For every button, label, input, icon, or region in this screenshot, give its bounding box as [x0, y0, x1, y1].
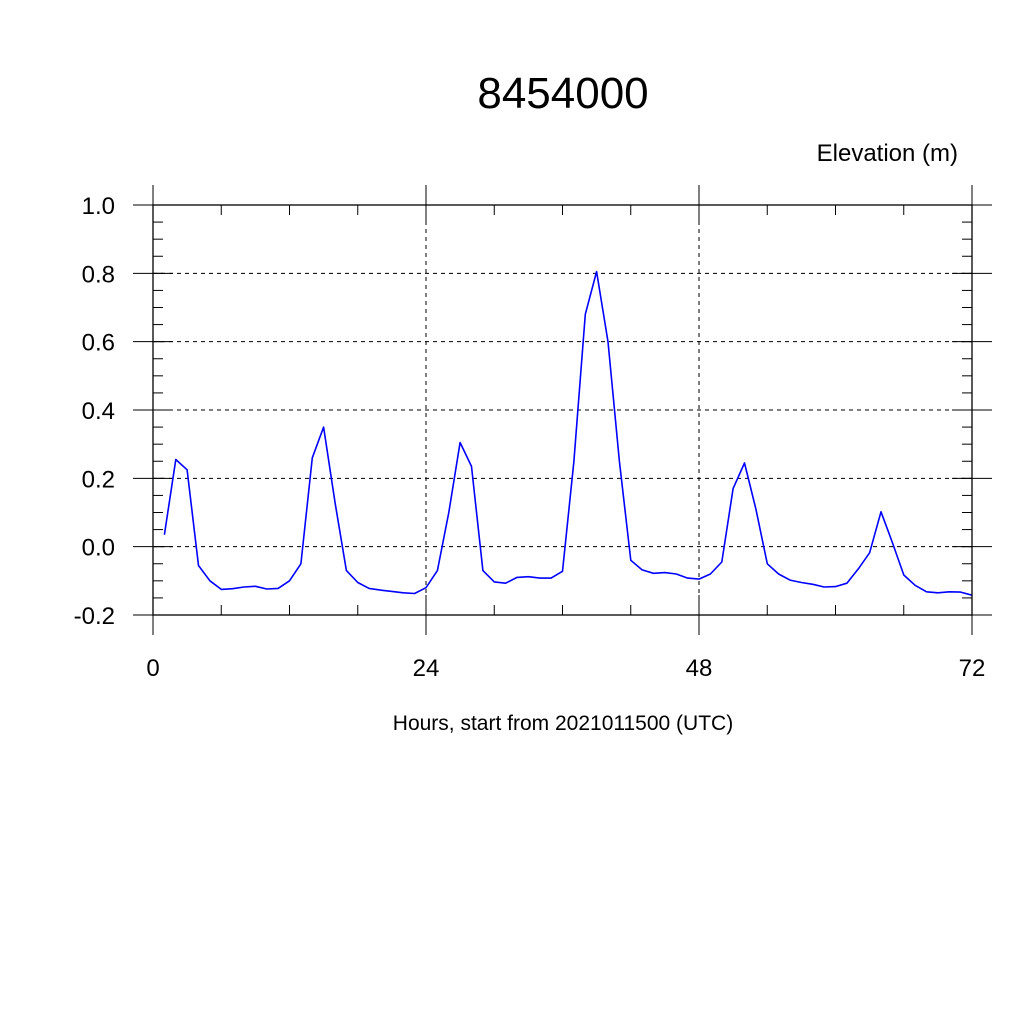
plot-frame	[152, 204, 973, 616]
x-tick-label: 48	[686, 655, 713, 682]
y-tick-label: 0.0	[82, 535, 115, 562]
y-tick-label: 0.6	[82, 330, 115, 357]
series-group	[163, 270, 973, 596]
x-tick-label: 24	[413, 655, 440, 682]
x-tick-label: 72	[959, 655, 986, 682]
x-axis-label: Hours, start from 2021011500 (UTC)	[393, 712, 733, 735]
y-tick-label: 1.0	[82, 193, 115, 220]
y-tick-label: 0.8	[82, 261, 115, 288]
x-tick-labels: 0 24 48 72	[146, 655, 985, 682]
y-tick-label: 0.4	[82, 398, 115, 425]
y-axis-label: Elevation (m)	[817, 140, 958, 167]
x-tick-label: 0	[146, 655, 159, 682]
y-tick-labels: -0.2 0.0 0.2 0.4 0.6 0.8 1.0	[74, 193, 115, 630]
grid-lines	[152, 204, 973, 616]
chart-title: 8454000	[477, 69, 648, 118]
y-tick-label: 0.2	[82, 466, 115, 493]
series-line	[163, 270, 973, 596]
y-tick-label: -0.2	[74, 603, 115, 630]
